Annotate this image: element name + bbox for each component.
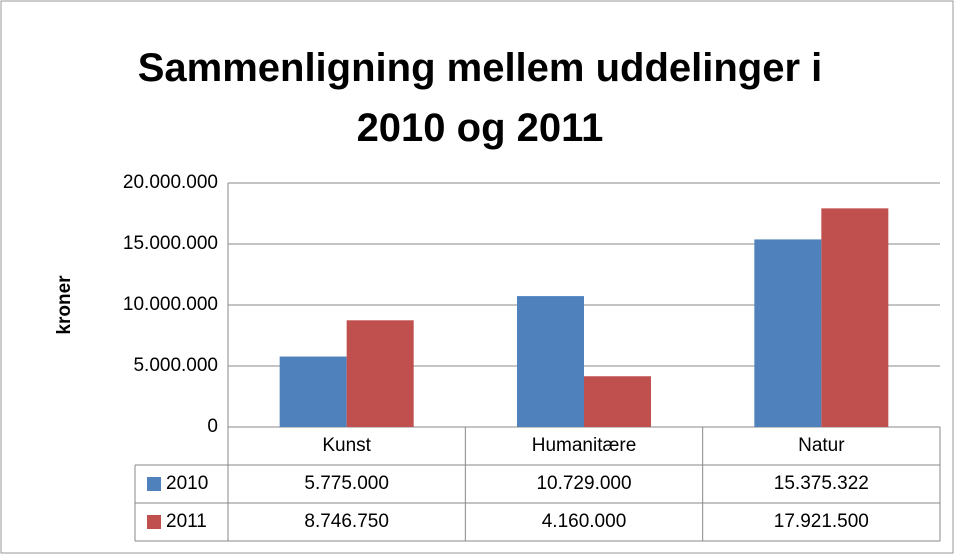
legend-label: 2011	[166, 511, 207, 532]
bar	[821, 208, 889, 427]
x-tick-label: Humanitære	[532, 435, 637, 456]
bar	[346, 320, 414, 427]
y-tick-label: 5.000.000	[133, 355, 218, 376]
legend-label: 2010	[166, 473, 208, 494]
chart-title: Sammenligning mellem uddelinger i 2010 o…	[137, 46, 823, 150]
table-value: 8.746.750	[304, 511, 389, 532]
bar	[517, 296, 584, 427]
x-tick-label: Natur	[798, 435, 845, 456]
table-value: 15.375.322	[774, 473, 869, 494]
y-tick-label: 15.000.000	[123, 233, 218, 254]
x-tick-label: Kunst	[322, 435, 371, 456]
table-value: 5.775.000	[304, 473, 389, 494]
bar	[754, 239, 822, 427]
legend-swatch	[147, 515, 161, 529]
legend-swatch	[147, 477, 161, 491]
y-axis-label: kroner	[54, 275, 75, 335]
y-tick-label: 20.000.000	[123, 172, 218, 193]
table-value: 10.729.000	[536, 473, 631, 494]
y-tick-label: 10.000.000	[123, 294, 218, 315]
bar	[584, 376, 651, 427]
table-value: 17.921.500	[774, 511, 869, 532]
y-tick-label: 0	[207, 416, 218, 437]
table-value: 4.160.000	[542, 511, 627, 532]
bar	[279, 356, 347, 427]
